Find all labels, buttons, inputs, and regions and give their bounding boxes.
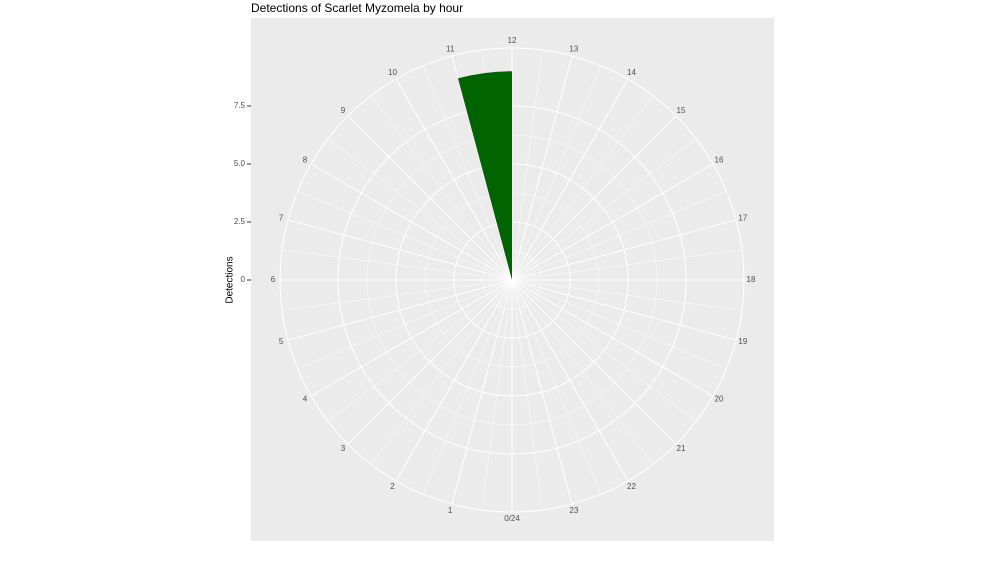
radial-grid-line (511, 219, 737, 281)
minor-radial-line (327, 138, 513, 281)
minor-radial-line (297, 279, 513, 370)
minor-radial-line (370, 279, 513, 465)
minor-radial-line (511, 190, 727, 281)
radial-grid-line (511, 279, 714, 397)
x-tick-label: 19 (738, 337, 747, 346)
minor-radial-line (481, 279, 513, 511)
x-tick-label: 8 (303, 156, 308, 165)
radial-grid-line (511, 279, 573, 505)
x-tick-label: 2 (390, 482, 395, 491)
x-tick-label: 9 (341, 106, 346, 115)
radial-grid-line (511, 163, 714, 281)
y-tick-label: 2.5 (234, 217, 246, 226)
y-tick-label: 7.5 (234, 101, 246, 110)
minor-radial-line (422, 65, 513, 281)
radial-grid-line (511, 55, 573, 281)
x-tick-label: 15 (677, 106, 686, 115)
x-tick-label: 4 (303, 395, 308, 404)
minor-radial-line (422, 279, 513, 495)
minor-radial-line (511, 49, 543, 281)
radial-grid-line (511, 279, 629, 482)
x-tick-label: 17 (738, 213, 747, 222)
x-tick-label: 5 (279, 337, 284, 346)
minor-radial-line (370, 95, 513, 281)
x-tick-label: 1 (448, 506, 453, 515)
x-tick-label: 6 (271, 275, 276, 284)
y-axis-label: Detections (225, 256, 236, 303)
x-tick-label: 21 (677, 444, 686, 453)
minor-radial-line (327, 279, 513, 422)
x-tick-label: 7 (279, 213, 284, 222)
x-tick-label: 16 (715, 156, 724, 165)
chart-title: Detections of Scarlet Myzomela by hour (251, 1, 463, 15)
radial-grid-line (347, 279, 513, 445)
x-tick-label: 0/24 (504, 514, 520, 523)
x-tick-label: 14 (627, 68, 636, 77)
minor-radial-line (297, 190, 513, 281)
minor-radial-line (511, 279, 743, 311)
minor-radial-line (511, 279, 602, 495)
x-tick-label: 18 (747, 275, 756, 284)
minor-radial-line (511, 279, 697, 422)
x-tick-label: 10 (388, 68, 397, 77)
minor-radial-line (281, 249, 513, 281)
y-tick-label: 5.0 (234, 159, 246, 168)
radial-grid-line (395, 78, 513, 281)
minor-radial-line (511, 249, 743, 281)
radial-grid-line (310, 279, 513, 397)
minor-radial-line (511, 279, 654, 465)
radial-grid-line (347, 115, 513, 281)
radial-grid-line (395, 279, 513, 482)
y-tick-label: 0 (241, 275, 246, 284)
minor-radial-line (511, 279, 727, 370)
minor-radial-line (281, 279, 513, 311)
radial-grid-line (451, 279, 513, 505)
x-tick-label: 12 (508, 36, 517, 45)
radial-grid-line (310, 163, 513, 281)
x-tick-label: 3 (341, 444, 346, 453)
radial-grid-line (287, 219, 513, 281)
x-tick-label: 23 (569, 506, 578, 515)
minor-radial-line (511, 138, 697, 281)
minor-radial-line (511, 95, 654, 281)
radial-grid-line (511, 78, 629, 281)
radial-grid-line (287, 279, 513, 341)
bar (457, 71, 512, 280)
radial-grid-line (511, 279, 737, 341)
x-tick-label: 13 (569, 44, 578, 53)
minor-radial-line (511, 65, 602, 281)
minor-radial-line (511, 279, 543, 511)
radial-grid-line (511, 115, 677, 281)
radial-grid-line (511, 279, 677, 445)
x-tick-label: 22 (627, 482, 636, 491)
x-tick-label: 20 (715, 395, 724, 404)
x-tick-label: 11 (446, 44, 455, 53)
